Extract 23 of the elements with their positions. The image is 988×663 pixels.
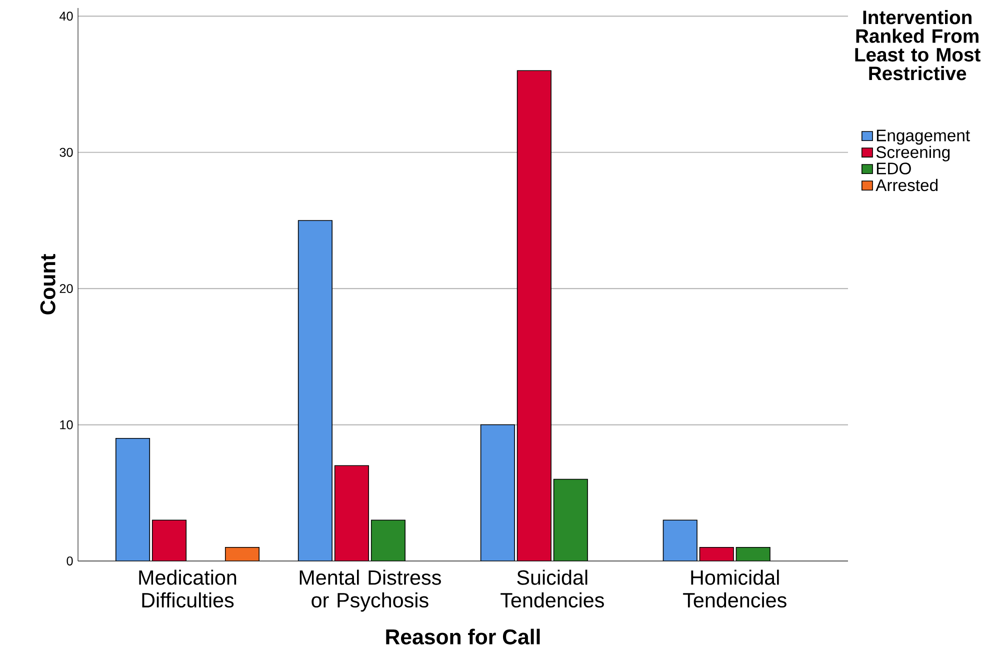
legend-label: Arrested: [876, 178, 938, 192]
y-tick-label: 0: [66, 556, 73, 566]
y-tick-label: 10: [60, 420, 73, 430]
x-tick-label: Homicidal Tendencies: [683, 570, 786, 608]
bar: [115, 438, 150, 561]
bar: [553, 478, 588, 561]
bar: [298, 220, 332, 561]
legend-label: Screening: [876, 146, 950, 162]
y-tick-label: 30: [60, 148, 73, 157]
y-tick-label: 40: [60, 12, 73, 21]
legend-label: EDO: [876, 162, 911, 174]
legend-title: Intervention Ranked From Least to Most Restrictive: [855, 10, 980, 80]
x-axis-title: Reason for Call: [386, 628, 540, 644]
bar: [480, 424, 515, 561]
x-tick-label: Mental Distress or Psychosis: [300, 570, 441, 612]
x-tick-label: Suicidal Tendencies: [500, 570, 604, 608]
y-axis-title: Count: [40, 254, 56, 314]
x-tick-label: Medication Difficulties: [139, 570, 236, 608]
y-tick-label: 20: [60, 284, 73, 294]
bar: [370, 520, 406, 561]
bar: [736, 546, 770, 561]
legend-label: Engagement: [876, 130, 970, 145]
bar: [662, 520, 698, 561]
